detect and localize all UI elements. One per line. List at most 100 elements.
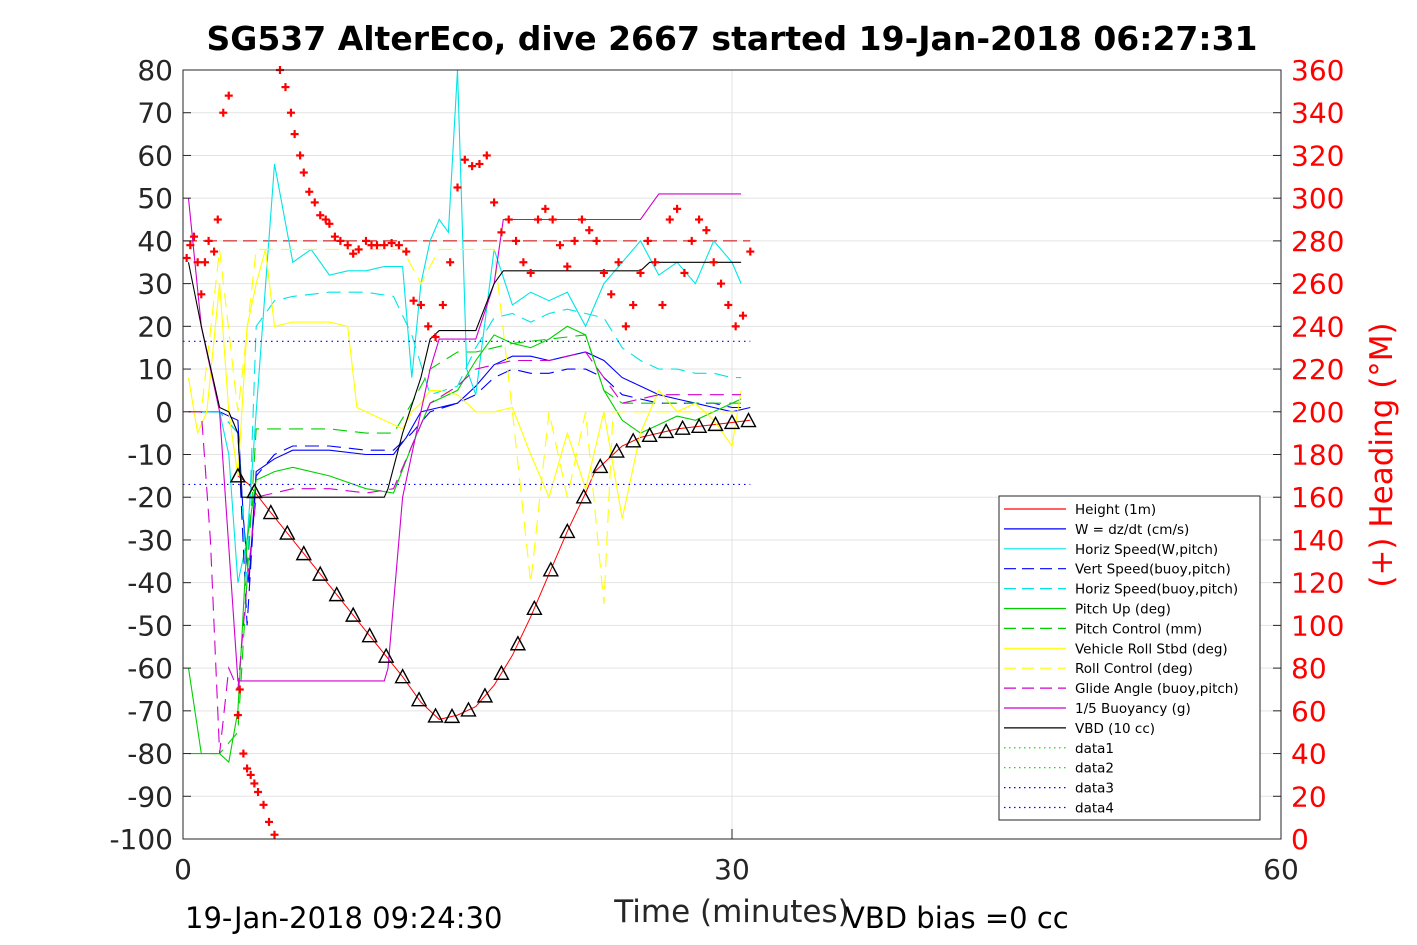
right-tick-label: 0 xyxy=(1291,823,1309,856)
series-line-3 xyxy=(188,368,742,626)
depth-marker xyxy=(559,522,576,539)
right-tick-label: 360 xyxy=(1291,54,1344,87)
depth-marker xyxy=(229,467,247,483)
depth-marker xyxy=(740,412,757,428)
series-line-10 xyxy=(187,193,742,682)
heading-marker xyxy=(512,236,521,245)
heading-marker xyxy=(305,187,314,196)
heading-marker xyxy=(321,215,330,224)
legend-label: Horiz Speed(buoy,pitch) xyxy=(1075,582,1238,598)
left-tick-label: -70 xyxy=(127,695,173,728)
depth-marker xyxy=(443,707,461,724)
right-tick-label: 220 xyxy=(1291,353,1344,386)
heading-marker xyxy=(243,764,252,773)
heading-marker xyxy=(193,258,202,267)
heading-marker xyxy=(717,279,726,288)
heading-marker xyxy=(286,108,295,117)
depth-marker xyxy=(328,586,345,602)
heading-marker xyxy=(409,296,418,305)
heading-marker xyxy=(349,249,358,258)
depth-marker xyxy=(377,647,395,663)
heading-marker xyxy=(665,215,674,224)
depth-marker xyxy=(312,565,329,581)
right-tick-label: 80 xyxy=(1291,652,1327,685)
heading-marker xyxy=(204,236,213,245)
depth-marker xyxy=(707,415,724,432)
heading-marker xyxy=(651,258,660,267)
heading-marker xyxy=(438,300,447,309)
heading-marker xyxy=(673,204,682,213)
depth-marker xyxy=(476,687,494,703)
heading-marker xyxy=(526,268,535,277)
legend-box xyxy=(998,495,1261,821)
right-tick-label: 320 xyxy=(1291,139,1344,172)
left-tick-label: -100 xyxy=(109,823,173,856)
heading-marker xyxy=(380,241,389,250)
heading-marker xyxy=(431,333,440,342)
left-tick-label: 30 xyxy=(137,268,173,301)
heading-marker xyxy=(687,236,696,245)
heading-marker xyxy=(387,239,396,248)
right-tick-label: 120 xyxy=(1291,567,1344,600)
heading-marker xyxy=(186,241,195,250)
heading-marker xyxy=(709,258,718,267)
depth-marker xyxy=(575,488,592,504)
heading-marker xyxy=(336,236,345,245)
heading-marker xyxy=(680,268,689,277)
heading-marker xyxy=(182,253,191,262)
legend-label: data3 xyxy=(1075,781,1114,797)
heading-marker xyxy=(290,130,299,139)
heading-marker xyxy=(636,268,645,277)
series-line-0 xyxy=(237,419,751,720)
left-tick-label: 20 xyxy=(137,310,173,343)
left-axis-ticks: 80 70 60 50 40 30 20 10 0 -10 -20 -30 -40 -50 -60 -70 -8… xyxy=(109,54,191,856)
depth-marker xyxy=(394,668,411,684)
series-line-5 xyxy=(187,325,742,764)
heading-marker xyxy=(213,215,222,224)
depth-marker xyxy=(526,599,543,615)
heading-marker xyxy=(695,215,704,224)
heading-marker xyxy=(724,300,733,309)
heading-marker xyxy=(738,311,747,320)
chart-title: SG537 AlterEco, dive 2667 started 19-Jan… xyxy=(206,19,1257,58)
right-tick-label: 300 xyxy=(1291,182,1344,215)
left-tick-label: -20 xyxy=(127,481,173,514)
heading-marker xyxy=(519,258,528,267)
legend-label: 1/5 Buoyancy (g) xyxy=(1075,701,1191,717)
right-tick-label: 60 xyxy=(1291,695,1327,728)
heading-marker xyxy=(621,322,630,331)
legend-label: data2 xyxy=(1075,761,1114,777)
right-tick-label: 340 xyxy=(1291,97,1344,130)
x-tick-label: 0 xyxy=(174,853,192,886)
heading-marker xyxy=(643,236,652,245)
left-tick-label: -30 xyxy=(127,524,173,557)
legend-label: Glide Angle (buoy,pitch) xyxy=(1075,681,1239,697)
series-line-1 xyxy=(188,351,751,583)
x-axis-ticks: 0 30 60 xyxy=(174,829,1299,886)
heading-marker xyxy=(330,232,339,241)
depth-marker xyxy=(410,691,428,707)
depth-marker xyxy=(262,504,280,520)
legend-label: Vert Speed(buoy,pitch) xyxy=(1075,562,1231,578)
left-tick-label: 40 xyxy=(137,225,173,258)
heading-marker xyxy=(316,211,325,220)
right-tick-label: 20 xyxy=(1291,780,1327,813)
heading-marker xyxy=(702,226,711,235)
x-tick-label: 60 xyxy=(1263,853,1299,886)
left-tick-label: -10 xyxy=(127,439,173,472)
depth-marker xyxy=(592,457,609,474)
heading-marker xyxy=(296,151,305,160)
heading-marker xyxy=(585,226,594,235)
depth-marker xyxy=(279,524,296,540)
heading-marker xyxy=(731,322,740,331)
depth-marker xyxy=(608,442,625,458)
right-tick-label: 260 xyxy=(1291,268,1344,301)
depth-marker xyxy=(674,419,691,435)
heading-marker xyxy=(362,236,370,245)
heading-marker xyxy=(577,215,586,224)
depth-marker xyxy=(345,606,362,622)
x-tick-label: 30 xyxy=(714,853,750,886)
heading-marker xyxy=(259,800,268,809)
left-tick-label: -60 xyxy=(127,652,173,685)
